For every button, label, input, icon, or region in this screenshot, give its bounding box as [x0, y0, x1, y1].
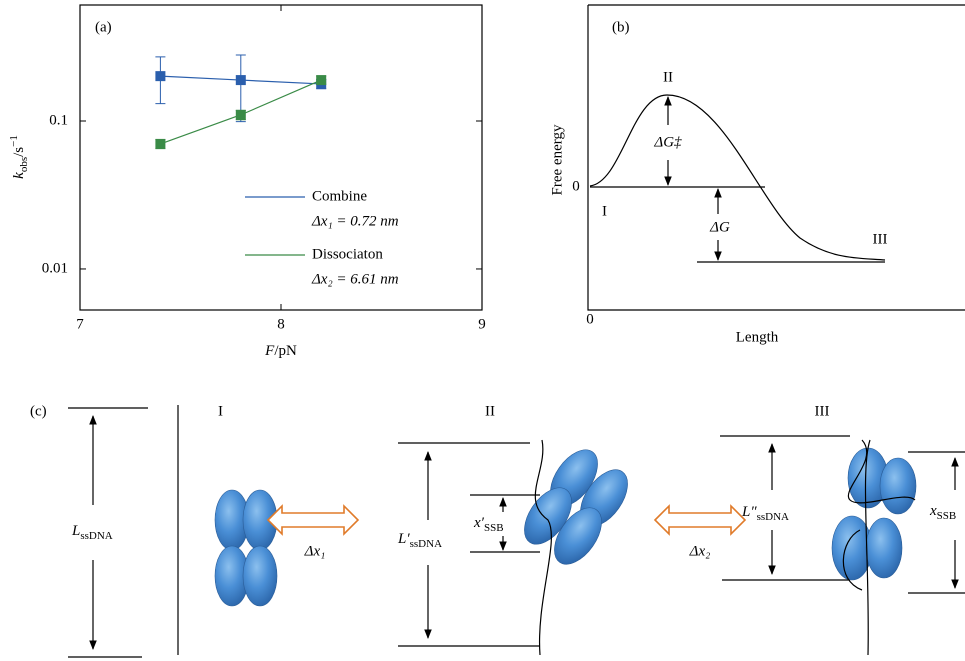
- y-axis-label: Free energy: [549, 124, 565, 195]
- legend-annotation: Δx₁ = 0.72 nm: [311, 213, 399, 229]
- state-label: III: [815, 403, 830, 419]
- sub: ssDNA: [410, 538, 442, 550]
- x-label-symbol: F: [264, 343, 275, 359]
- axes-frame: [587, 4, 965, 311]
- ssb-tetramer: [214, 489, 278, 607]
- exchange-arrow: [653, 504, 747, 536]
- marker: [155, 71, 166, 82]
- length-label: L″ssDNA: [741, 504, 789, 522]
- y-zero: 0: [572, 178, 580, 194]
- x-axis-label: Length: [736, 329, 779, 345]
- main: x: [929, 503, 937, 519]
- legend-label: Dissociaton: [312, 246, 383, 262]
- length-label: LssDNA: [71, 523, 113, 541]
- ssb-tetramer: [831, 447, 917, 581]
- y-label-sup: −1: [8, 135, 20, 147]
- state-label: I: [218, 403, 223, 419]
- panel-b: (b) Free energy Length 0 0 ΔG‡ ΔG I II I…: [549, 4, 965, 345]
- panel-label: (b): [612, 19, 630, 35]
- ssb-label: x′SSB: [473, 515, 504, 533]
- legend-annotation: Δx₂ = 6.61 nm: [311, 271, 399, 287]
- ssb-tetramer: [524, 449, 628, 565]
- y-axis-label: kobs/s−1: [8, 135, 30, 179]
- state-label: II: [663, 69, 673, 85]
- legend-label: Combine: [312, 188, 367, 204]
- x-tick-label: 8: [277, 316, 285, 332]
- main: x′: [473, 515, 485, 531]
- panel-a: (a) kobs/s−1 F/pN 7 8 9 0.01 0.1 Combine Δx₁ =…: [8, 4, 486, 359]
- energy-curve: [589, 94, 886, 261]
- y-label-sub: obs: [18, 157, 30, 172]
- state-label: I: [602, 203, 607, 219]
- marker: [316, 75, 327, 86]
- state-label: II: [485, 403, 495, 419]
- sub: SSB: [484, 522, 504, 534]
- sub: SSB: [937, 510, 957, 522]
- x-tick-label: 7: [76, 316, 84, 332]
- length-label: L′ssDNA: [397, 531, 442, 549]
- ssb-label: xSSB: [929, 503, 956, 521]
- delta-label: ΔG: [709, 219, 730, 235]
- step-label: Δx₁: [304, 543, 326, 559]
- y-label-unit: /s: [11, 147, 27, 157]
- panel-c: (c) LssDNA I Δx₁ II L′ssDNA x′SSB Δx₂ II…: [30, 403, 965, 658]
- x-axis-label: F/pN: [264, 343, 297, 359]
- dna-strand: [842, 439, 916, 656]
- panel-label: (c): [30, 403, 47, 419]
- y-label-symbol: k: [11, 172, 27, 179]
- bounds: [720, 435, 965, 594]
- y-tick-label: 0.1: [49, 112, 68, 128]
- main: L′: [397, 531, 410, 547]
- bounds: [68, 405, 179, 658]
- sub: ssDNA: [757, 511, 789, 523]
- x-zero: 0: [586, 311, 594, 327]
- main: L: [71, 523, 80, 539]
- y-tick-label: 0.01: [42, 260, 68, 276]
- plot-frame: [79, 4, 483, 311]
- barrier-label: ΔG‡: [653, 134, 682, 150]
- bounds: [398, 442, 540, 647]
- x-label-unit: /pN: [274, 343, 297, 359]
- dna-strand: [534, 439, 552, 656]
- panel-label: (a): [95, 19, 112, 35]
- marker: [235, 109, 246, 120]
- exchange-arrow: [266, 504, 360, 536]
- state-label: III: [873, 231, 888, 247]
- step-label: Δx₂: [689, 543, 711, 559]
- sub: ssDNA: [80, 530, 112, 542]
- x-tick-label: 9: [478, 316, 486, 332]
- main: L″: [741, 504, 757, 520]
- marker: [155, 138, 166, 149]
- marker: [235, 75, 246, 86]
